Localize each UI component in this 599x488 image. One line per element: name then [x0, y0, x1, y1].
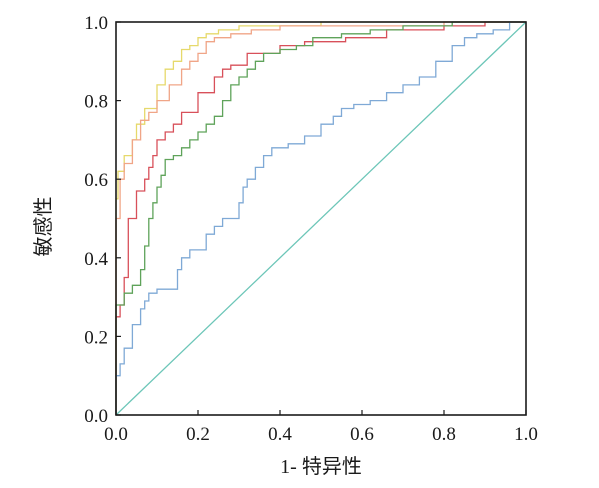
y-tick-label: 0.8 — [84, 92, 108, 113]
roc-curve-4 — [115, 21, 526, 415]
x-tick-label: 0.8 — [432, 424, 456, 445]
y-tick-label: 0.4 — [84, 249, 108, 270]
roc-curve-1 — [115, 21, 526, 415]
x-tick-label: 0.0 — [104, 424, 128, 445]
x-tick-label: 1.0 — [514, 424, 538, 445]
x-axis: 0.0 0.2 0.4 0.6 0.8 1.0 — [104, 410, 538, 445]
curves-layer — [115, 21, 527, 416]
x-tick-label: 0.4 — [268, 424, 292, 445]
y-tick-label: 0.6 — [84, 170, 108, 191]
roc-curve-3 — [115, 21, 526, 415]
y-tick-label: 0.0 — [84, 406, 108, 427]
y-axis: 0.0 0.2 0.4 0.6 0.8 1.0 — [84, 13, 121, 427]
roc-curve-5 — [115, 21, 526, 415]
y-tick-label: 0.2 — [84, 327, 108, 348]
x-axis-label: 1- 特异性 — [280, 455, 362, 478]
x-tick-label: 0.2 — [186, 424, 210, 445]
y-axis-label: 敏感性 — [32, 197, 55, 257]
roc-curve-6 — [115, 21, 527, 416]
y-tick-label: 1.0 — [84, 13, 108, 34]
plot-frame — [115, 21, 527, 416]
roc-curve-2 — [115, 21, 526, 415]
x-tick-label: 0.6 — [350, 424, 374, 445]
